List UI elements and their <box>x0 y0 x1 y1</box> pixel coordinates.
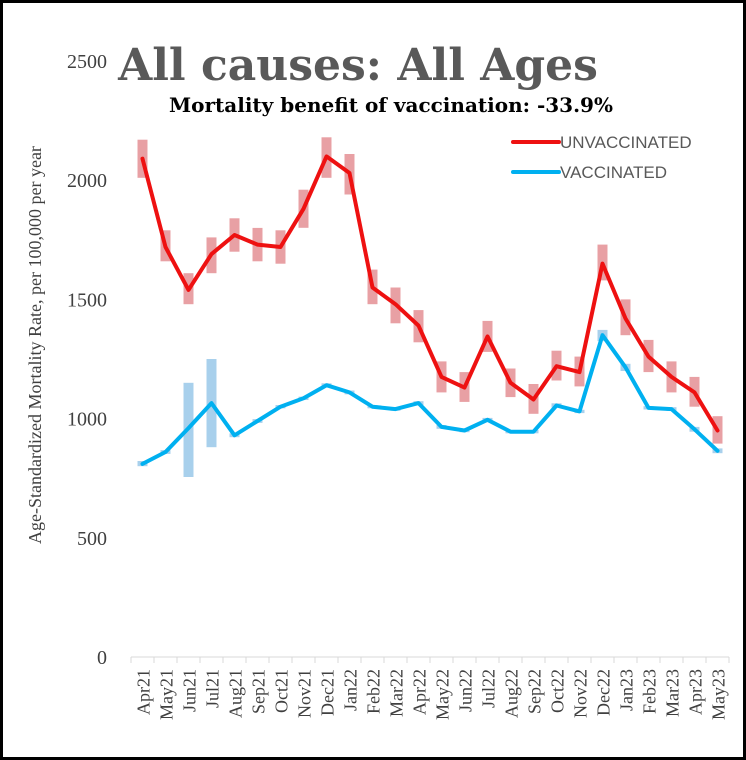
unvaccinated-point-Nov21 <box>303 208 304 210</box>
unvaccinated-point-Apr21 <box>142 158 143 160</box>
vaccinated-point-Nov21 <box>303 397 304 399</box>
y-tick-label-500: 500 <box>77 528 107 550</box>
vaccinated-point-Apr21 <box>142 463 143 465</box>
vaccinated-point-Nov22 <box>579 410 580 412</box>
unvaccinated-point-Nov22 <box>579 371 580 373</box>
vaccinated-point-Sep21 <box>257 420 258 422</box>
x-tick-label-May23: May23 <box>709 669 729 720</box>
vaccinated-point-Oct22 <box>556 405 557 406</box>
vaccinated-point-Jun22 <box>464 430 465 431</box>
unvaccinated-point-Oct22 <box>556 365 557 367</box>
x-tick-label-Aug21: Aug21 <box>226 669 246 718</box>
unvaccinated-point-Oct21 <box>280 246 281 248</box>
y-tick-label-2000: 2000 <box>67 170 107 192</box>
unvaccinated-point-Feb23 <box>648 356 649 358</box>
vaccinated-point-Oct21 <box>280 406 281 408</box>
unvaccinated-line <box>140 154 720 433</box>
vaccinated-point-Dec21 <box>326 384 327 386</box>
x-tick-label-Mar23: Mar23 <box>663 669 683 717</box>
unvaccinated-point-Jan22 <box>349 172 350 174</box>
unvaccinated-point-Jun21 <box>188 289 189 291</box>
vaccinated-point-Aug22 <box>510 431 511 433</box>
confidence-bands <box>137 137 723 477</box>
vaccinated-point-Sep22 <box>533 431 534 433</box>
legend-label-vaccinated: VACCINATED <box>560 163 667 182</box>
vaccinated-point-Mar23 <box>671 408 672 410</box>
x-tick-label-Jun22: Jun22 <box>456 669 476 712</box>
vaccinated-point-Jun21 <box>188 427 189 429</box>
x-tick-label-Feb23: Feb23 <box>640 669 660 714</box>
x-tick-label-Mar22: Mar22 <box>387 669 407 717</box>
legend-label-unvaccinated: UNVACCINATED <box>560 133 692 152</box>
unvaccinated-point-Feb22 <box>372 287 373 288</box>
unvaccinated-point-May21 <box>165 246 166 248</box>
unvaccinated-point-May22 <box>441 376 442 378</box>
vaccinated-point-Mar22 <box>395 408 396 410</box>
vaccinated-point-May21 <box>165 451 166 453</box>
x-tick-label-Nov21: Nov21 <box>295 669 315 718</box>
y-axis-label: Age-Standardized Mortality Rate, per 100… <box>25 146 45 544</box>
chart-title: All causes: All Ages <box>117 40 598 91</box>
x-tick-label-Aug22: Aug22 <box>502 669 522 718</box>
vaccinated-point-May23 <box>717 450 718 452</box>
unvaccinated-point-Jul22 <box>487 335 488 337</box>
x-tick-label-Dec22: Dec22 <box>594 669 614 716</box>
x-tick-label-May22: May22 <box>433 669 453 720</box>
x-tick-label-Jun21: Jun21 <box>180 669 200 712</box>
chart-canvas: Apr21 May21 Jun21 Jul21 Aug21 Sep21 Oct21 Nov21… <box>25 40 730 720</box>
unvaccinated-point-Sep22 <box>533 399 534 400</box>
x-tick-label-Apr23: Apr23 <box>686 669 706 715</box>
x-tick-label-Sep22: Sep22 <box>525 669 545 714</box>
vaccinated-line <box>140 333 720 466</box>
unvaccinated-point-Aug22 <box>510 382 511 384</box>
chart-subtitle: Mortality benefit of vaccination: -33.9% <box>169 93 613 117</box>
vaccinated-point-Jul22 <box>487 419 488 421</box>
unvaccinated-point-Sep21 <box>257 244 258 246</box>
unvaccinated-point-Apr23 <box>694 391 695 393</box>
y-tick-label-1000: 1000 <box>67 409 107 431</box>
x-tick-label-Apr22: Apr22 <box>410 669 430 715</box>
legend: UNVACCINATED VACCINATED <box>511 133 692 182</box>
vaccinated-point-May22 <box>441 426 442 428</box>
x-tick-label-Jul22: Jul22 <box>479 669 499 708</box>
x-tick-label-Apr21: Apr21 <box>134 669 154 715</box>
axes: Apr21 May21 Jun21 Jul21 Aug21 Sep21 Oct21 Nov21… <box>67 51 730 720</box>
unvaccinated-point-Jan23 <box>625 318 626 319</box>
vaccinated-point-Dec22 <box>602 334 603 336</box>
vaccinated-point-Apr22 <box>418 402 419 404</box>
unvaccinated-point-Dec21 <box>326 155 327 157</box>
vaccinated-point-Jan22 <box>349 391 350 393</box>
y-tick-label-0: 0 <box>97 647 107 669</box>
x-tick-label-Sep21: Sep21 <box>249 669 269 714</box>
x-tick-label-Jan22: Jan22 <box>341 669 361 711</box>
unvaccinated-point-Aug21 <box>234 234 235 236</box>
unvaccinated-point-May23 <box>717 430 718 431</box>
vaccinated-point-Jul21 <box>211 402 212 404</box>
x-tick-label-Jul21: Jul21 <box>203 669 223 708</box>
x-tick-label-May21: May21 <box>157 669 177 720</box>
unvaccinated-point-Dec22 <box>602 263 603 265</box>
vaccinated-point-Feb23 <box>648 407 649 409</box>
x-tick-label-Nov22: Nov22 <box>571 669 591 718</box>
unvaccinated-point-Jun22 <box>464 387 465 389</box>
vaccinated-point-Aug21 <box>234 434 235 436</box>
y-tick-label-1500: 1500 <box>67 289 107 311</box>
unvaccinated-point-Jul21 <box>211 253 212 255</box>
vaccinated-point-Feb22 <box>372 406 373 408</box>
y-tick-label-2500: 2500 <box>67 51 107 73</box>
vaccinated-point-Jan23 <box>625 366 626 368</box>
unvaccinated-point-Apr22 <box>418 325 419 327</box>
x-tick-label-Dec21: Dec21 <box>318 669 338 716</box>
unvaccinated-point-Mar23 <box>671 376 672 378</box>
x-tick-label-Jan23: Jan23 <box>617 669 637 711</box>
vaccinated-point-Apr23 <box>694 428 695 430</box>
x-tick-label-Feb22: Feb22 <box>364 669 384 714</box>
series-lines <box>140 154 720 466</box>
x-tick-label-Oct21: Oct21 <box>272 669 292 713</box>
unvaccinated-point-Mar22 <box>395 303 396 305</box>
x-tick-label-Oct22: Oct22 <box>548 669 568 713</box>
